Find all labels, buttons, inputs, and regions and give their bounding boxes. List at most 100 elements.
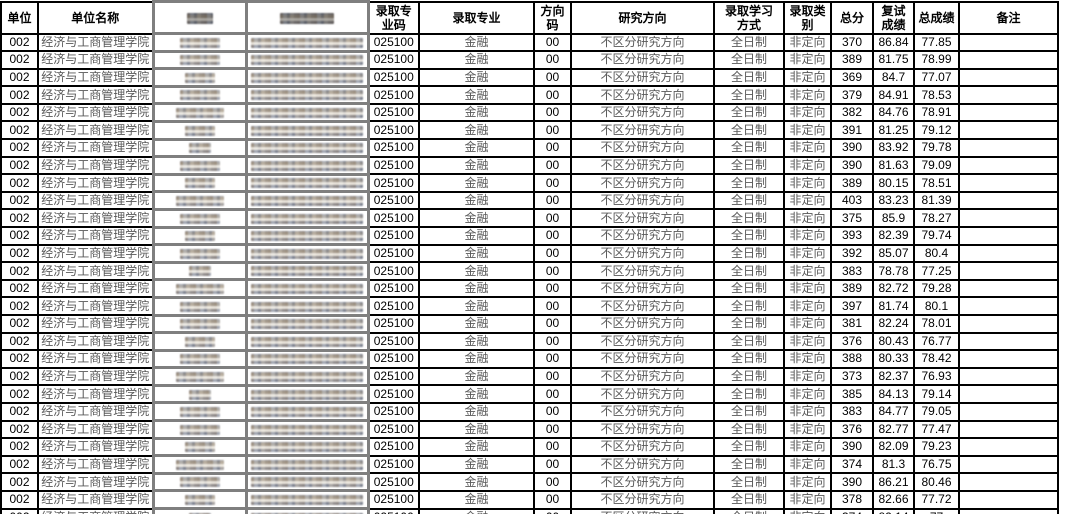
table-row: 002 经济与工商管理学院 025100 金融 00 不区分研究方向 全日制 非定向 403 83… (0, 190, 1059, 211)
cell-unit-name: 经济与工商管理学院 (37, 472, 154, 492)
table-row: 002 经济与工商管理学院 025100 金融 00 不区分研究方向 全日制 非定向 378 82… (0, 489, 1059, 510)
cell-student-name (151, 32, 248, 53)
cell-major: 金融 (418, 208, 535, 229)
cell-candidate-no (244, 331, 370, 352)
redacted-cell-blur (179, 248, 220, 259)
redacted-cell-blur (251, 512, 363, 514)
cell-unit: 002 (0, 314, 39, 334)
redacted-cell-blur (184, 231, 215, 242)
cell-candidate-no (244, 401, 370, 423)
column-header-remark: 备注 (958, 0, 1059, 35)
cell-total-score: 374 (830, 507, 874, 514)
cell-research-direction: 不区分研究方向 (570, 173, 715, 193)
cell-candidate-no (244, 313, 370, 335)
cell-admission-category: 非定向 (783, 155, 832, 176)
cell-remark (958, 190, 1059, 211)
redacted-cell-blur (251, 90, 363, 101)
cell-study-mode: 全日制 (713, 384, 785, 404)
cell-unit: 002 (0, 173, 39, 193)
cell-remark (958, 437, 1059, 457)
cell-remark (958, 243, 1059, 264)
cell-candidate-no (244, 348, 370, 370)
cell-remark (958, 102, 1059, 123)
redacted-cell-blur (184, 336, 215, 347)
cell-unit-name: 经济与工商管理学院 (37, 138, 154, 158)
cell-candidate-no (244, 225, 370, 247)
cell-student-name (151, 278, 248, 299)
redacted-cell-blur (179, 55, 220, 66)
table-row: 002 经济与工商管理学院 025100 金融 00 不区分研究方向 全日制 非定向 389 80… (0, 172, 1059, 194)
cell-retest-score: 82.39 (872, 226, 915, 246)
table-row: 002 经济与工商管理学院 025100 金融 00 不区分研究方向 全日制 非定向 393 82… (0, 225, 1059, 247)
cell-total-score: 390 (830, 472, 874, 492)
cell-remark (958, 472, 1059, 492)
cell-admission-category: 非定向 (783, 314, 832, 334)
cell-admission-category: 非定向 (783, 419, 832, 440)
cell-major: 金融 (418, 349, 535, 369)
cell-major-code: 025100 (367, 102, 420, 123)
cell-admission-category: 非定向 (783, 138, 832, 158)
cell-student-name (151, 331, 248, 352)
table-row: 002 经济与工商管理学院 025100 金融 00 不区分研究方向 全日制 非定向 392 85… (0, 243, 1059, 264)
cell-research-direction: 不区分研究方向 (570, 314, 715, 334)
cell-direction-code: 00 (533, 85, 572, 105)
column-header-research-direction: 研究方向 (570, 0, 715, 35)
cell-major-code: 025100 (367, 314, 420, 334)
redacted-cell-blur (179, 37, 220, 48)
cell-retest-score: 82.14 (872, 507, 915, 514)
cell-research-direction: 不区分研究方向 (570, 366, 715, 387)
cell-unit-name: 经济与工商管理学院 (37, 85, 154, 105)
cell-study-mode: 全日制 (713, 50, 785, 70)
cell-research-direction: 不区分研究方向 (570, 261, 715, 281)
cell-unit-name: 经济与工商管理学院 (37, 296, 154, 316)
cell-major: 金融 (418, 331, 535, 352)
redacted-cell-blur (188, 266, 211, 277)
cell-unit: 002 (0, 489, 39, 510)
cell-student-name (151, 436, 248, 458)
redacted-cell-blur (251, 354, 363, 365)
table-row: 002 经济与工商管理学院 025100 金融 00 不区分研究方向 全日制 非定向 390 83… (0, 137, 1059, 159)
cell-major: 金融 (418, 85, 535, 105)
cell-unit: 002 (0, 296, 39, 316)
cell-total-score: 370 (830, 32, 874, 53)
cell-major: 金融 (418, 437, 535, 457)
cell-total-score: 385 (830, 384, 874, 404)
cell-research-direction: 不区分研究方向 (570, 437, 715, 457)
cell-final-score: 78.99 (913, 50, 960, 70)
column-header-total-score: 总分 (830, 0, 874, 35)
cell-unit: 002 (0, 454, 39, 475)
cell-study-mode: 全日制 (713, 331, 785, 352)
cell-remark (958, 401, 1059, 422)
redacted-cell-blur (251, 195, 363, 206)
redacted-cell-blur (251, 389, 363, 400)
cell-unit-name: 经济与工商管理学院 (37, 437, 154, 457)
cell-unit: 002 (0, 85, 39, 105)
cell-direction-code: 00 (533, 102, 572, 123)
cell-unit-name: 经济与工商管理学院 (37, 208, 154, 229)
cell-retest-score: 82.72 (872, 278, 915, 299)
cell-major-code: 025100 (367, 489, 420, 510)
cell-admission-category: 非定向 (783, 401, 832, 422)
redacted-cell-blur (251, 143, 363, 154)
redacted-cell-blur (251, 442, 363, 453)
cell-research-direction: 不区分研究方向 (570, 472, 715, 492)
redacted-header-blur (186, 12, 213, 24)
cell-admission-category: 非定向 (783, 296, 832, 316)
column-header-unit: 单位 (0, 0, 39, 35)
table-row: 002 经济与工商管理学院 025100 金融 00 不区分研究方向 全日制 非定向 390 81… (0, 155, 1059, 176)
cell-retest-score: 85.07 (872, 243, 915, 264)
redacted-cell-blur (184, 442, 215, 453)
cell-total-score: 379 (830, 85, 874, 105)
cell-study-mode: 全日制 (713, 85, 785, 105)
cell-student-name (151, 348, 248, 370)
cell-direction-code: 00 (533, 419, 572, 440)
cell-candidate-no (244, 383, 370, 405)
table-row: 002 经济与工商管理学院 025100 金融 00 不区分研究方向 全日制 非定向 376 80… (0, 331, 1059, 352)
cell-admission-category: 非定向 (783, 489, 832, 510)
cell-remark (958, 208, 1059, 229)
cell-unit-name: 经济与工商管理学院 (37, 67, 154, 88)
cell-direction-code: 00 (533, 278, 572, 299)
redacted-cell-blur (251, 72, 363, 83)
cell-final-score: 78.27 (913, 208, 960, 229)
cell-final-score: 80.46 (913, 472, 960, 492)
